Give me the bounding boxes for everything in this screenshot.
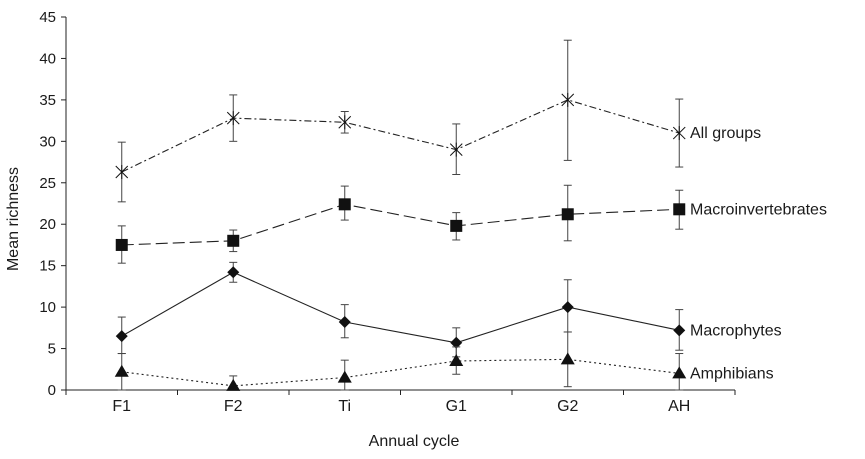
asterisk-marker [115,165,129,180]
square-marker [338,198,351,211]
series-line [121,99,680,173]
diamond-marker [227,266,240,279]
y-tick-label: 35 [39,92,56,109]
y-axis-title: Mean richness [5,167,22,271]
series-line [121,358,680,387]
triangle-marker [672,366,687,379]
series-labels: All groups Macroinvertebrates Macrophytes A… [690,125,827,382]
asterisk-marker [561,92,575,107]
y-tick-label: 30 [39,133,56,150]
y-tick-label: 0 [48,382,56,399]
series-label-macroinvertebrates: Macroinvertebrates [690,201,827,218]
series-line [121,271,680,344]
y-tick-label: 40 [39,50,56,67]
asterisk-marker [449,142,463,157]
triangle-marker [560,352,575,365]
x-tick-label: F2 [224,398,243,415]
square-marker [450,219,463,232]
asterisk-marker [226,111,240,126]
series-label-all-groups: All groups [690,125,761,142]
asterisk-marker [672,126,686,141]
x-tick-label: F1 [112,398,131,415]
x-tick-label: G2 [557,398,578,415]
y-tick-label: 15 [39,258,56,275]
y-tick-label: 10 [39,299,56,316]
asterisk-marker [338,115,352,130]
diamond-marker [115,330,128,343]
y-tick-label: 5 [48,341,56,358]
series-macrophytes [115,261,686,358]
series-macroinvertebrates [115,184,686,264]
axes: 0 5 10 15 20 25 30 35 40 45 F1 F2 Ti G1 G2 AH [39,9,736,415]
series-layer [114,39,687,391]
triangle-marker [449,353,464,366]
x-tick-label: G1 [446,398,467,415]
series-all-groups [115,39,686,203]
y-tick-label: 25 [39,175,56,192]
series-label-amphibians: Amphibians [690,365,774,382]
x-axis-title: Annual cycle [369,433,460,450]
y-tick-label: 45 [39,9,56,26]
square-marker [227,234,240,247]
triangle-marker [226,378,241,391]
y-tick-label: 20 [39,216,56,233]
x-tick-label: Ti [338,398,351,415]
diamond-marker [673,324,686,337]
series-line [121,203,680,246]
x-tick-label: AH [668,398,690,415]
triangle-marker [114,364,129,377]
diamond-marker [450,336,463,349]
series-amphibians [114,331,687,391]
square-marker [115,238,128,251]
square-marker [673,203,686,216]
square-marker [561,208,574,221]
diamond-marker [561,301,574,314]
series-label-macrophytes: Macrophytes [690,322,782,339]
diamond-marker [338,316,351,329]
triangle-marker [337,370,352,383]
